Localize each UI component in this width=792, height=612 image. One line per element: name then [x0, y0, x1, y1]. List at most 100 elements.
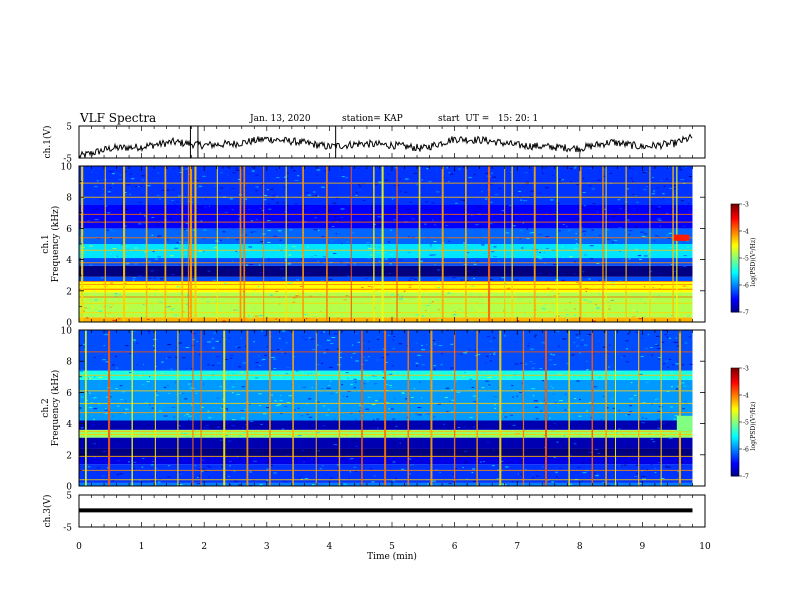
- ch1-spectrogram-band: [79, 276, 693, 282]
- ch1-spectrogram-speckle: [550, 290, 555, 292]
- ch2-spectrogram-speckle: [635, 447, 638, 449]
- ch2-spectrogram-speckle: [382, 347, 385, 349]
- ch1-spectrogram-speckle: [254, 267, 259, 269]
- ch1-spectrogram-speckle: [569, 168, 574, 170]
- ch2-spectrogram-speckle: [440, 364, 443, 366]
- ch2-spectrogram-speckle: [174, 394, 178, 396]
- ch2-spectrogram-speckle: [348, 477, 350, 479]
- ch2-spectrogram-speckle: [358, 411, 360, 413]
- ch1-spectrogram-band: [79, 265, 693, 277]
- ch2-spectrogram-speckle: [527, 374, 530, 376]
- ch1-spectrogram-speckle: [686, 287, 689, 289]
- ch2-spectrogram-speckle: [99, 457, 103, 459]
- ch1-spectrogram-speckle: [635, 172, 637, 174]
- ch1-spectrogram-speckle: [266, 189, 270, 191]
- ch2-spectrogram-speckle: [170, 352, 172, 354]
- ch1-spectrogram-speckle: [137, 186, 141, 188]
- ch1-spectrogram-speckle: [490, 307, 493, 309]
- ch1-spectrogram-colorbar-tick-label: -3: [743, 202, 749, 209]
- ch2-spectrogram-speckle: [178, 342, 182, 344]
- ch2-spectrogram-colorbar-cell: [731, 434, 739, 437]
- ch2-spectrogram-speckle: [670, 386, 674, 388]
- ch2-spectrogram-speckle: [93, 407, 98, 409]
- ch2-spectrogram-speckle: [289, 483, 291, 485]
- ch2-spectrogram-speckle: [336, 408, 339, 410]
- ch2-spectrogram-speckle: [347, 377, 349, 379]
- ch1-spectrogram-speckle: [420, 195, 422, 197]
- ch2-spectrogram-speckle: [141, 384, 145, 386]
- ch1-spectrogram-speckle: [330, 274, 333, 276]
- ch2-spectrogram-speckle: [394, 398, 397, 400]
- xaxis-tick-label: 1: [139, 542, 145, 552]
- ch1-spectrogram-speckle: [410, 216, 412, 218]
- ch2-spectrogram-speckle: [359, 422, 363, 424]
- ch1-spectrogram-colorbar-cell: [731, 220, 739, 223]
- ch1-spectrogram-speckle: [340, 208, 345, 210]
- ch1-spectrogram-speckle: [231, 187, 235, 189]
- ch2-spectrogram-speckle: [372, 419, 375, 421]
- ch1-spectrogram-speckle: [514, 317, 516, 319]
- ch2-spectrogram-speckle: [231, 392, 234, 394]
- ch2-spectrogram-speckle: [623, 355, 626, 357]
- ch2-spectrogram-speckle: [540, 358, 544, 360]
- ch2-spectrogram-speckle: [279, 348, 283, 350]
- ch2-spectrogram-speckle: [400, 468, 405, 470]
- ch2-spectrogram-speckle: [510, 375, 513, 377]
- ch1-spectrogram-speckle: [286, 172, 289, 174]
- ch1-spectrogram-speckle: [110, 238, 112, 240]
- ch1-spectrogram-speckle: [264, 314, 268, 316]
- ch1-spectrogram-speckle: [608, 305, 611, 307]
- ch2-spectrogram-speckle: [473, 401, 477, 403]
- xaxis-tick-label: 7: [514, 542, 520, 552]
- ch1-spectrogram-speckle: [202, 229, 207, 231]
- ch1-spectrogram-speckle: [157, 256, 161, 258]
- ch2-spectrogram-speckle: [654, 472, 657, 474]
- ch1-spectrogram-colorbar-cell: [731, 299, 739, 302]
- ch1-spectrogram-speckle: [606, 229, 609, 231]
- ch1-spectrogram-colorbar-cell: [731, 249, 739, 252]
- ch2-spectrogram-speckle: [333, 333, 338, 335]
- ch2-spectrogram-speckle: [153, 348, 157, 350]
- ch1-spectrogram-speckle: [384, 252, 387, 254]
- ch1-spectrogram-speckle: [357, 167, 361, 169]
- ch2-spectrogram-speckle: [335, 392, 338, 394]
- ch2-spectrogram-speckle: [367, 396, 371, 398]
- ch2-spectrogram-speckle: [386, 354, 389, 356]
- ch2-spectrogram-speckle: [525, 378, 528, 380]
- ch1-spectrogram-colorbar-cell: [731, 240, 739, 243]
- ch1-spectrogram-speckle: [315, 195, 318, 197]
- ch2-spectrogram-speckle: [390, 408, 394, 410]
- ch2-spectrogram-speckle: [355, 445, 358, 447]
- ch1-spectrogram-speckle: [657, 218, 661, 220]
- ch2-spectrogram-speckle: [426, 413, 431, 415]
- ch1-spectrogram-speckle: [143, 215, 146, 217]
- ch2-spectrogram-speckle: [533, 400, 538, 402]
- ch2-spectrogram-speckle: [468, 389, 472, 391]
- ch1-spectrogram-speckle: [204, 270, 209, 272]
- ch2-spectrogram-speckle: [470, 330, 475, 332]
- ch2-spectrogram-ylabel: ch.2: [41, 398, 51, 417]
- ch1-spectrogram-speckle: [596, 307, 600, 309]
- ch2-spectrogram-speckle: [242, 362, 246, 364]
- ch1-spectrogram-ytick-label: 4: [66, 256, 72, 266]
- ch1-spectrogram-speckle: [296, 188, 300, 190]
- ch1-spectrogram-speckle: [144, 234, 147, 236]
- ch2-spectrogram-speckle: [161, 372, 164, 374]
- ch2-spectrogram-speckle: [494, 404, 496, 406]
- ch1-spectrogram-speckle: [607, 244, 611, 246]
- ch2-spectrogram-speckle: [232, 419, 236, 421]
- ch2-spectrogram-speckle: [151, 480, 155, 482]
- ch1-spectrogram-band: [79, 281, 693, 293]
- ch2-spectrogram-speckle: [372, 426, 375, 428]
- ch2-spectrogram-speckle: [112, 426, 117, 428]
- ch2-spectrogram-speckle: [516, 395, 518, 397]
- ch1-spectrogram-speckle: [91, 306, 95, 308]
- ch1-spectrogram-speckle: [620, 259, 625, 261]
- ch1-spectrogram-speckle: [317, 195, 319, 197]
- ch2-spectrogram-speckle: [437, 403, 441, 405]
- ch1-spectrogram-speckle: [103, 283, 107, 285]
- ch2-spectrogram-speckle: [559, 440, 563, 442]
- ch2-spectrogram-speckle: [369, 391, 373, 393]
- ch2-spectrogram-speckle: [197, 469, 202, 471]
- ch2-spectrogram-speckle: [485, 380, 489, 382]
